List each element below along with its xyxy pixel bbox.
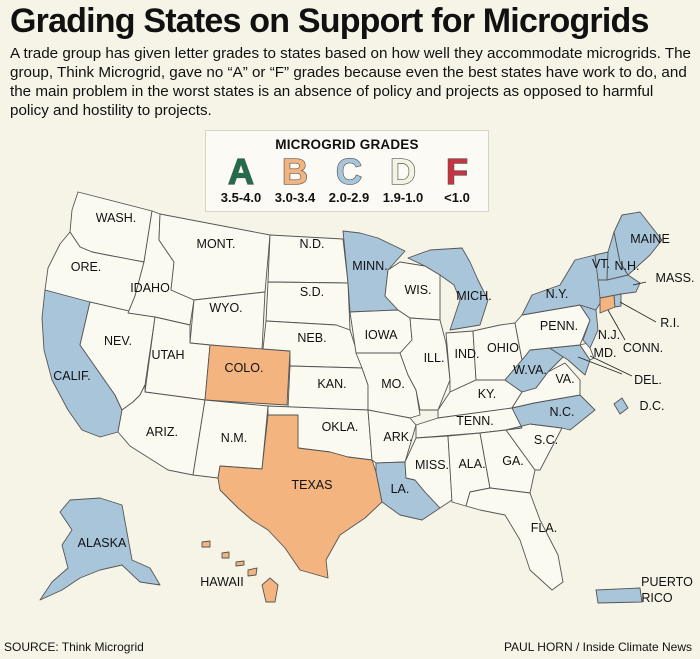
state-ill bbox=[399, 317, 451, 411]
state-label-ri: R.I. bbox=[660, 316, 679, 330]
state-label-nc: N.C. bbox=[550, 405, 575, 419]
state-label-la: LA. bbox=[391, 482, 410, 496]
state-label-pa: PENN. bbox=[540, 319, 578, 333]
state-label-wva: W.VA. bbox=[513, 363, 547, 377]
page-title: Grading States on Support for Microgrids bbox=[10, 2, 649, 40]
state-puerto-rico bbox=[595, 587, 643, 604]
state-label-hawaii: HAWAII bbox=[200, 575, 244, 589]
leader-mass bbox=[632, 281, 647, 286]
state-label-wash: WASH. bbox=[96, 211, 137, 225]
state-label-nd: N.D. bbox=[300, 237, 325, 251]
state-label-ala: ALA. bbox=[458, 457, 485, 471]
state-ny bbox=[521, 254, 603, 316]
legend-title: MICROGRID GRADES bbox=[275, 137, 419, 152]
state-label-ohio: OHIO bbox=[487, 341, 519, 355]
state-label-nev: NEV. bbox=[104, 334, 132, 348]
leader-ri bbox=[619, 301, 657, 323]
state-label-maine: MAINE bbox=[630, 232, 670, 246]
state-label-okla: OKLA. bbox=[322, 420, 359, 434]
state-label-ark: ARK. bbox=[383, 430, 412, 444]
legend-grade-c: C 2.0-2.9 bbox=[322, 151, 376, 205]
source-note: SOURCE: Think Microgrid bbox=[4, 640, 144, 654]
state-label-del: DEL. bbox=[634, 373, 662, 387]
state-label-ore: ORE. bbox=[71, 260, 102, 274]
state-label-vt: VT. bbox=[592, 257, 610, 271]
state-label-pr-line2: RICO bbox=[641, 591, 673, 605]
state-hawaii-kauai bbox=[201, 540, 211, 548]
state-texas bbox=[217, 414, 383, 579]
state-label-ill: ILL. bbox=[424, 351, 445, 365]
state-hawaii-maui bbox=[247, 567, 258, 577]
legend-letter-c: C bbox=[335, 151, 362, 192]
state-label-nm: N.M. bbox=[221, 431, 247, 445]
legend-grade-a: A 3.5-4.0 bbox=[214, 151, 268, 205]
state-label-md: MD. bbox=[594, 346, 617, 360]
state-ariz bbox=[117, 384, 206, 476]
state-hawaii-molokai bbox=[235, 560, 245, 567]
state-dc bbox=[613, 397, 629, 415]
state-label-sd: S.D. bbox=[300, 285, 324, 299]
state-label-ny: N.Y. bbox=[546, 287, 569, 301]
state-ri bbox=[613, 293, 622, 308]
leader-del bbox=[589, 355, 633, 377]
legend: MICROGRID GRADES A 3.5-4.0 B 3.0-3.4 C 2… bbox=[205, 130, 489, 212]
legend-range-a: 3.5-4.0 bbox=[220, 190, 262, 205]
state-label-minn: MINN. bbox=[352, 259, 387, 273]
state-label-wyo: WYO. bbox=[209, 301, 242, 315]
state-mich bbox=[407, 247, 489, 331]
legend-range-f: <1.0 bbox=[444, 190, 470, 205]
state-label-mo: MO. bbox=[381, 377, 405, 391]
legend-range-b: 3.0-3.4 bbox=[274, 190, 316, 205]
state-label-va: VA. bbox=[555, 372, 574, 386]
legend-letter-d: D bbox=[389, 151, 416, 192]
state-label-ga: GA. bbox=[502, 454, 524, 468]
legend-range-c: 2.0-2.9 bbox=[328, 190, 370, 205]
state-label-ariz: ARIZ. bbox=[146, 425, 178, 439]
state-label-mich: MICH. bbox=[456, 289, 491, 303]
legend-letter-b: B bbox=[281, 151, 308, 192]
state-label-neb: NEB. bbox=[297, 331, 326, 345]
state-maine bbox=[613, 211, 663, 276]
state-label-texas: TEXAS bbox=[292, 478, 333, 492]
legend-grade-b: B 3.0-3.4 bbox=[268, 151, 322, 205]
state-label-pr: PUERTO bbox=[641, 575, 693, 589]
state-label-utah: UTAH bbox=[151, 348, 184, 362]
state-colo bbox=[204, 344, 291, 406]
state-label-mass: MASS. bbox=[656, 271, 695, 285]
state-label-mont: MONT. bbox=[197, 237, 236, 251]
state-mont bbox=[158, 213, 271, 301]
state-label-idaho: IDAHO bbox=[130, 281, 170, 295]
leader-md bbox=[577, 356, 623, 375]
legend-grade-d: D 1.9-1.0 bbox=[376, 151, 430, 205]
state-fla bbox=[465, 487, 564, 591]
leader-conn bbox=[607, 309, 626, 341]
legend-letter-f: F bbox=[445, 151, 468, 192]
subtitle: A trade group has given letter grades to… bbox=[10, 45, 691, 119]
state-label-ky: KY. bbox=[478, 387, 497, 401]
state-label-alaska: ALASKA bbox=[78, 536, 127, 550]
legend-letter-a: A bbox=[227, 151, 254, 192]
state-label-dc: D.C. bbox=[640, 399, 665, 413]
state-label-conn: CONN. bbox=[623, 341, 663, 355]
legend-range-d: 1.9-1.0 bbox=[382, 190, 424, 205]
state-alaska bbox=[39, 497, 161, 601]
state-label-miss: MISS. bbox=[415, 458, 449, 472]
state-label-nh: N.H. bbox=[615, 259, 640, 273]
state-label-sc: S.C. bbox=[534, 433, 558, 447]
state-label-colo: COLO. bbox=[225, 361, 264, 375]
credit: PAUL HORN / Inside Climate News bbox=[503, 640, 692, 654]
state-label-nj: N.J. bbox=[598, 328, 620, 342]
state-hawaii-big-island bbox=[261, 577, 279, 603]
state-ga bbox=[479, 429, 536, 494]
state-label-iowa: IOWA bbox=[365, 328, 399, 342]
state-label-wis: WIS. bbox=[404, 283, 431, 297]
state-label-ind: IND. bbox=[455, 347, 480, 361]
legend-grade-f: F <1.0 bbox=[430, 151, 484, 205]
state-label-fla: FLA. bbox=[531, 521, 557, 535]
state-label-tenn: TENN. bbox=[456, 414, 494, 428]
state-label-calif: CALIF. bbox=[53, 369, 91, 383]
state-hawaii-oahu bbox=[221, 551, 230, 559]
state-label-kan: KAN. bbox=[317, 377, 346, 391]
